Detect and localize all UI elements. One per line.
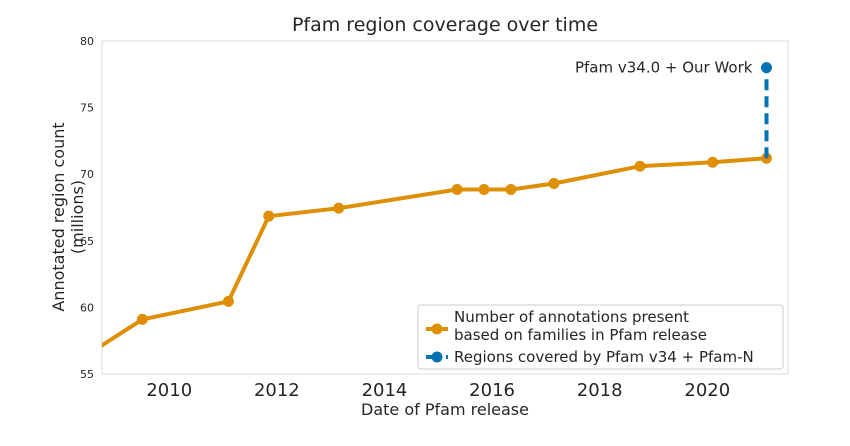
- data-point-series-0: [760, 152, 772, 164]
- chart-title: Pfam region coverage over time: [291, 14, 599, 36]
- y-tick-label: 55: [80, 368, 94, 381]
- x-tick-label: 2018: [577, 380, 623, 401]
- legend-box: [417, 304, 784, 370]
- y-tick-label: 60: [80, 301, 94, 314]
- x-tick-label: 2016: [469, 380, 515, 401]
- annotation-label: Pfam v34.0 + Our Work: [575, 59, 753, 77]
- series-line-0: [102, 156, 767, 348]
- x-tick-label: 2012: [254, 380, 300, 401]
- x-tick-label: 2010: [146, 380, 192, 401]
- y-tick-label: 70: [80, 168, 94, 181]
- legend-label-0: Number of annotations present: [454, 308, 689, 326]
- legend-marker-1: [431, 351, 443, 363]
- data-point-series-0: [548, 178, 560, 190]
- y-tick-label: 80: [80, 35, 94, 48]
- data-point-series-1: [760, 62, 772, 74]
- y-axis-label: Annotated region count (millions): [49, 122, 87, 312]
- x-axis-label: Date of Pfam release: [361, 400, 529, 419]
- plot-frame: [101, 40, 789, 375]
- legend-label-1: Regions covered by Pfam v34 + Pfam-N: [454, 348, 754, 366]
- x-tick-label: 2014: [362, 380, 408, 401]
- data-point-series-0: [263, 210, 275, 222]
- data-point-series-0: [333, 202, 345, 214]
- x-tick-label: 2020: [684, 380, 730, 401]
- data-point-series-0: [222, 295, 234, 307]
- data-point-series-0: [505, 184, 517, 196]
- data-point-series-0: [451, 184, 463, 196]
- data-point-series-0: [634, 160, 646, 172]
- data-point-series-0: [136, 313, 148, 325]
- data-point-series-0: [478, 184, 490, 196]
- data-point-series-0: [707, 156, 719, 168]
- legend-label-0: based on families in Pfam release: [454, 326, 707, 344]
- y-tick-label: 75: [80, 102, 94, 115]
- y-tick-label: 65: [80, 235, 94, 248]
- legend-marker-0: [431, 323, 443, 335]
